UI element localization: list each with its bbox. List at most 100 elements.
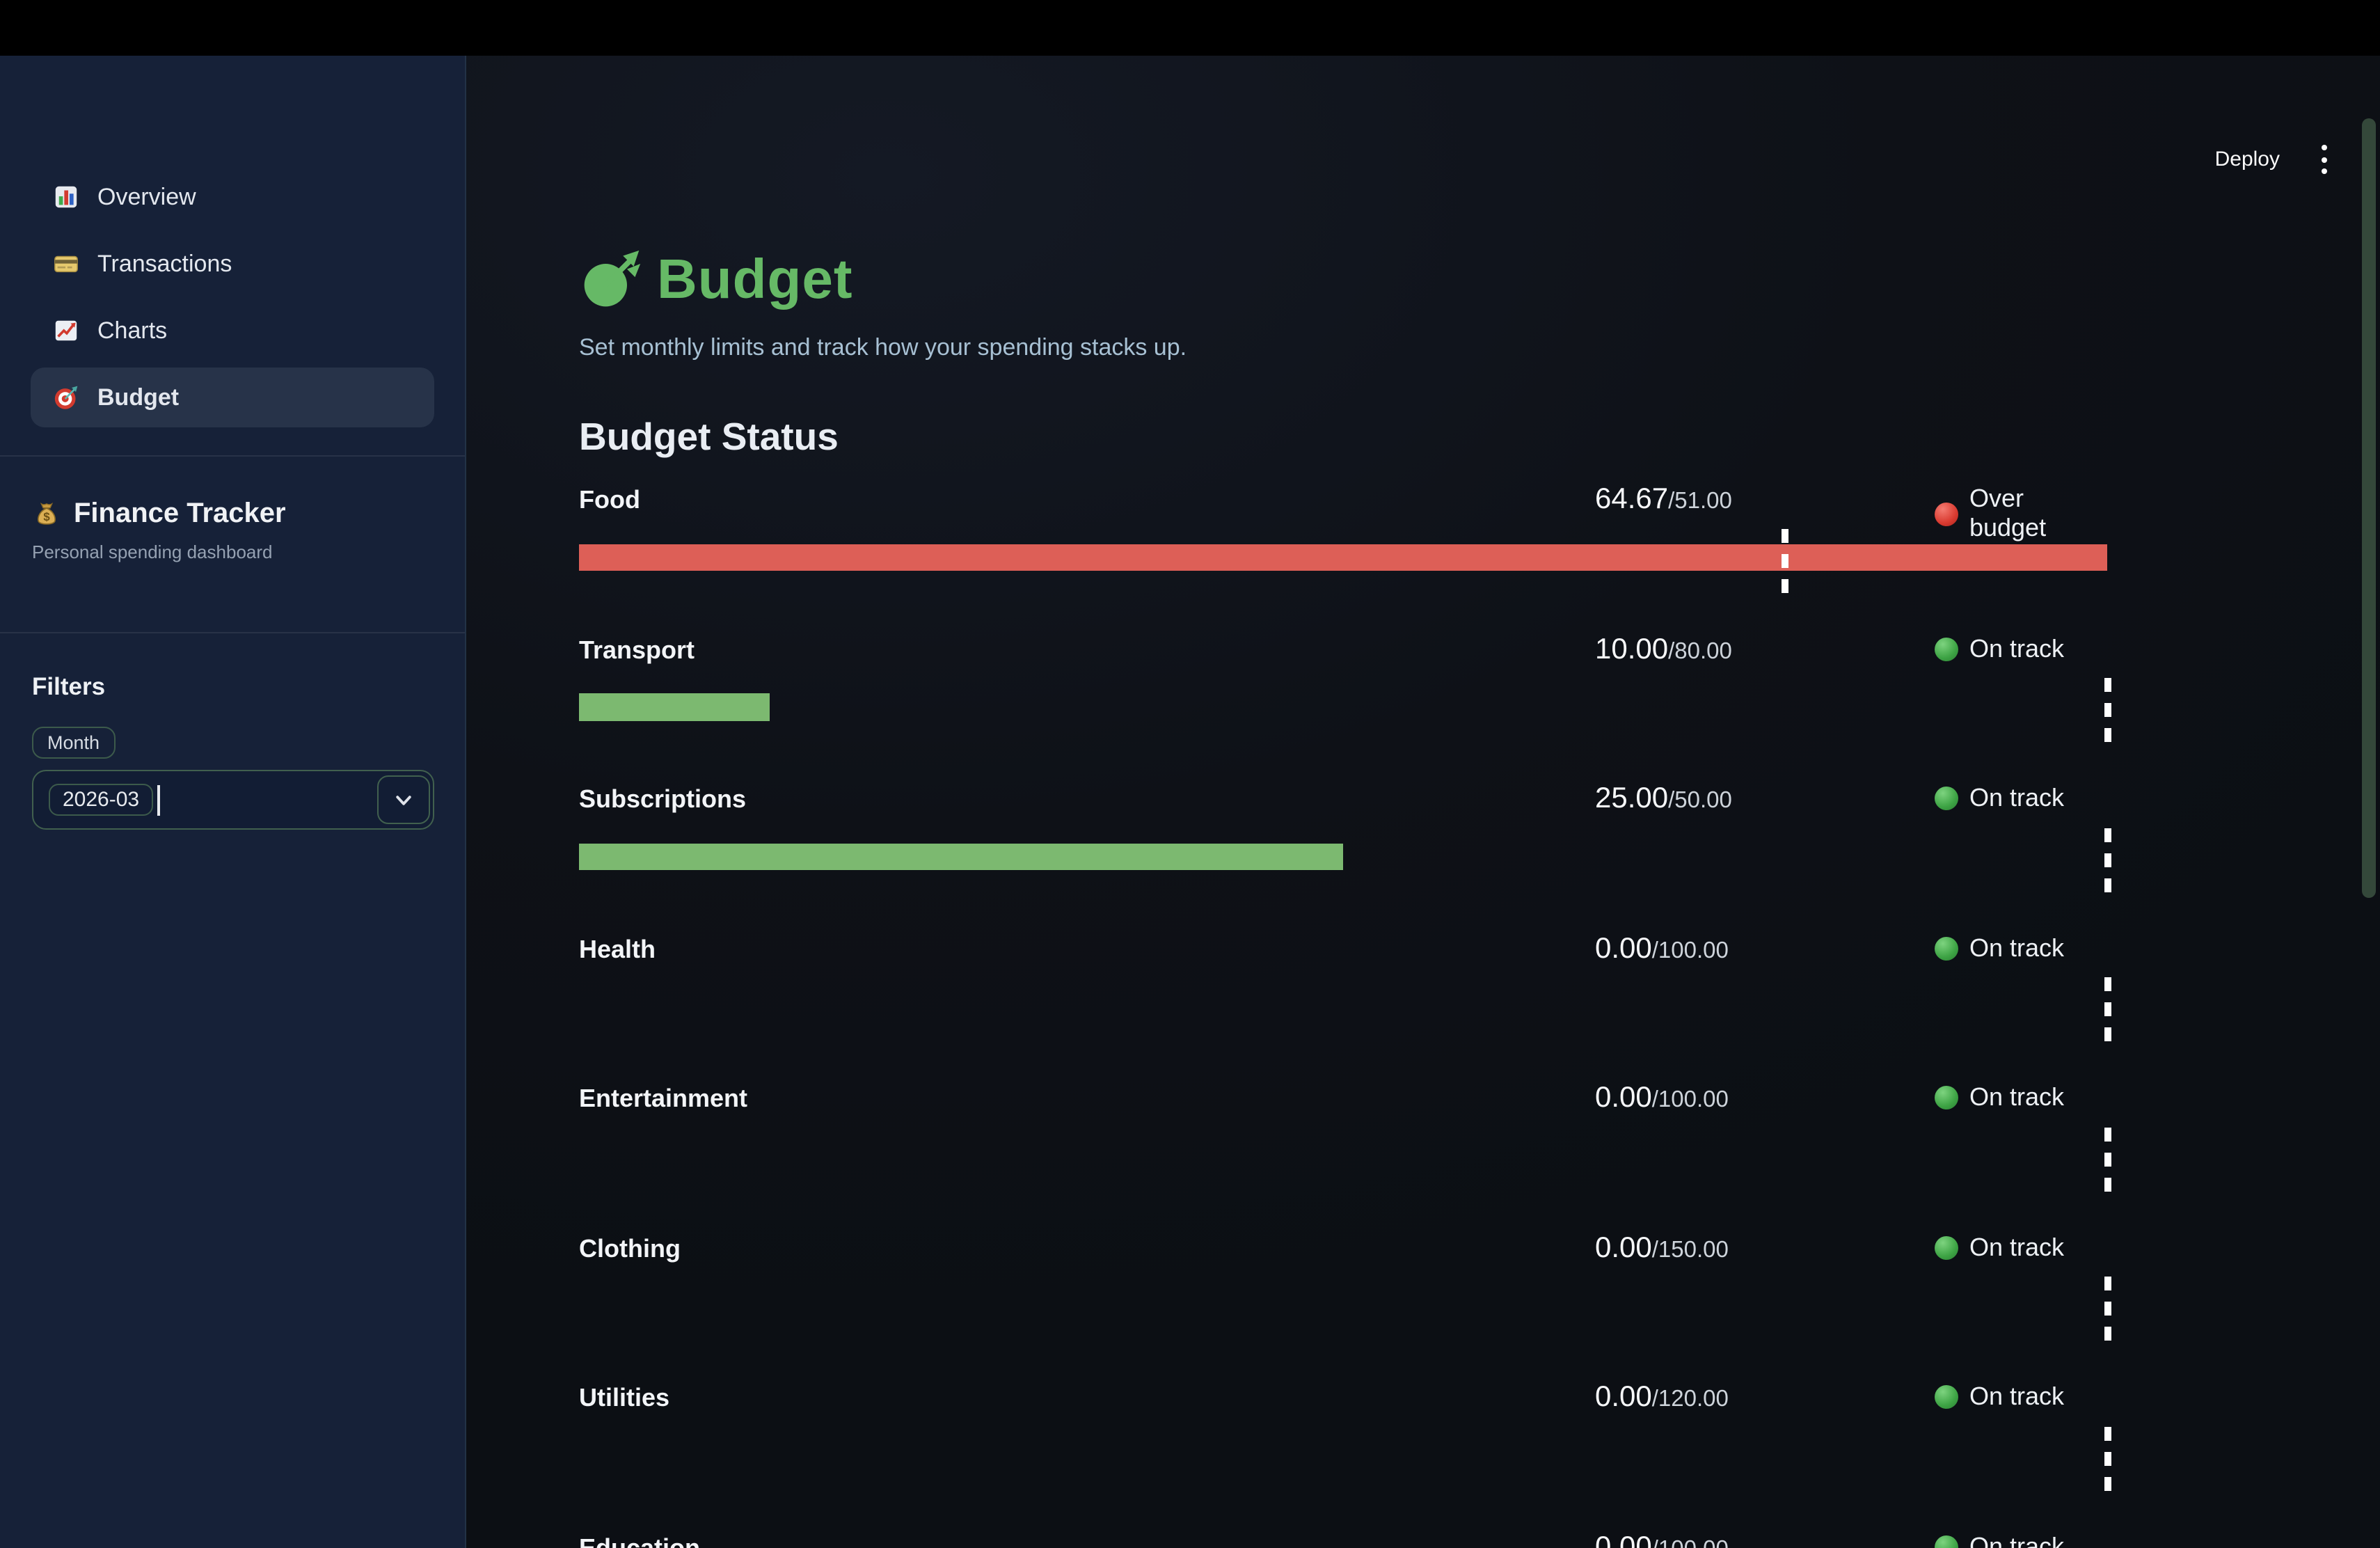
budget-progress-bar — [579, 678, 2111, 742]
status-label: On track — [1969, 1382, 2065, 1410]
budget-progress-bar — [579, 1277, 2111, 1341]
category-label: Education — [579, 1533, 701, 1548]
category-label: Health — [579, 935, 656, 963]
status-dot-icon — [1935, 787, 1958, 810]
status-badge: On track — [1935, 1532, 2064, 1548]
dart-target-icon — [53, 384, 79, 411]
page-caption: Set monthly limits and track how your sp… — [579, 334, 1187, 361]
month-select-value[interactable]: 2026-03 — [49, 784, 154, 816]
spent-vs-limit: 0.00/100.00 — [1595, 1082, 1729, 1114]
status-badge: On track — [1935, 634, 2064, 663]
sidebar-divider — [0, 455, 465, 457]
budget-row: Education 0.00/100.00 On track — [579, 1531, 2107, 1548]
budget-limit-marker — [2104, 1426, 2111, 1490]
main-area: Deploy Budget Set monthly limits and tra… — [466, 56, 2380, 1548]
budget-progress-bar — [579, 1127, 2111, 1191]
status-dot-icon — [1935, 1385, 1958, 1409]
spent-vs-limit: 0.00/150.00 — [1595, 1231, 1729, 1263]
spent-vs-limit: 0.00/120.00 — [1595, 1381, 1729, 1413]
status-dot-icon — [1935, 936, 1958, 960]
budget-progress-fill — [579, 544, 2107, 571]
budget-limit-marker — [2104, 1277, 2111, 1341]
sidebar-divider — [0, 632, 465, 633]
status-dot-icon — [1935, 1535, 1958, 1548]
budget-progress-bar — [579, 1426, 2111, 1490]
sidebar: Overview Transactions Charts Budget $ Fi… — [0, 56, 466, 1548]
app-title: Finance Tracker — [74, 498, 286, 529]
status-label: Over budget — [1969, 484, 2047, 542]
budget-progress-bar — [579, 977, 2111, 1041]
status-dot-icon — [1935, 1086, 1958, 1109]
spent-vs-limit: 0.00/100.00 — [1595, 932, 1729, 964]
spent-vs-limit: 10.00/80.00 — [1595, 633, 1732, 665]
budget-rows: Food 64.67/51.00 Over budget Transport 1… — [579, 483, 2111, 1548]
select-chevron-button[interactable] — [377, 775, 430, 824]
sidebar-item-charts[interactable]: Charts — [31, 301, 434, 361]
month-select[interactable]: 2026-03 — [32, 770, 434, 830]
category-label: Utilities — [579, 1384, 670, 1412]
sidebar-item-label: Budget — [97, 384, 180, 410]
spent-vs-limit: 0.00/100.00 — [1595, 1531, 1729, 1548]
budget-row: Clothing 0.00/150.00 On track — [579, 1231, 2111, 1381]
category-label: Subscriptions — [579, 785, 747, 813]
money-bag-icon: $ — [32, 500, 61, 529]
deploy-button[interactable]: Deploy — [2214, 148, 2280, 171]
chart-increasing-icon — [53, 317, 79, 344]
credit-card-icon — [53, 251, 79, 277]
header-actions: Deploy — [2215, 139, 2335, 180]
budget-row: Entertainment 0.00/100.00 On track — [579, 1082, 2111, 1231]
budget-limit-marker — [2104, 678, 2111, 742]
status-dot-icon — [1935, 637, 1958, 661]
svg-text:$: $ — [43, 510, 50, 523]
overflow-menu-icon[interactable] — [2313, 139, 2335, 180]
status-label: On track — [1969, 1233, 2065, 1261]
dart-target-icon — [579, 248, 643, 312]
status-badge: On track — [1935, 1233, 2064, 1262]
budget-progress-bar — [579, 828, 2111, 892]
spent-vs-limit: 25.00/50.00 — [1595, 782, 1732, 814]
status-badge: Over budget — [1935, 484, 2107, 543]
sidebar-item-label: Overview — [97, 183, 196, 210]
status-badge: On track — [1935, 1382, 2064, 1412]
status-label: On track — [1969, 784, 2065, 812]
page-title: Budget — [657, 248, 853, 310]
sidebar-item-transactions[interactable]: Transactions — [31, 234, 434, 294]
sidebar-item-budget[interactable]: Budget — [31, 368, 434, 427]
app-shell: Overview Transactions Charts Budget $ Fi… — [0, 56, 2380, 1548]
sidebar-item-label: Charts — [97, 317, 168, 343]
scrollbar-thumb[interactable] — [2362, 118, 2376, 898]
app-subtitle: Personal spending dashboard — [32, 542, 273, 562]
status-dot-icon — [1935, 502, 1958, 526]
budget-row: Transport 10.00/80.00 On track — [579, 633, 2111, 782]
status-label: On track — [1969, 1532, 2065, 1548]
budget-limit-marker — [2104, 977, 2111, 1041]
status-label: On track — [1969, 933, 2065, 961]
budget-limit-marker — [2104, 1127, 2111, 1191]
category-label: Clothing — [579, 1234, 681, 1262]
status-badge: On track — [1935, 1083, 2064, 1112]
budget-row: Health 0.00/100.00 On track — [579, 932, 2111, 1082]
page-content: Budget Set monthly limits and track how … — [579, 248, 2111, 1548]
brand-block: $ Finance Tracker Personal spending dash… — [0, 457, 465, 562]
section-heading: Budget Status — [579, 415, 839, 458]
status-label: On track — [1969, 634, 2065, 662]
budget-progress-fill — [579, 693, 770, 720]
budget-progress-bar — [579, 528, 2107, 592]
budget-row: Subscriptions 25.00/50.00 On track — [579, 782, 2111, 932]
category-label: Transport — [579, 635, 695, 663]
spent-vs-limit: 64.67/51.00 — [1595, 483, 1732, 515]
top-bar — [0, 0, 2380, 56]
status-dot-icon — [1935, 1235, 1958, 1259]
sidebar-item-label: Transactions — [97, 250, 232, 276]
budget-limit-marker — [2104, 828, 2111, 892]
budget-row: Utilities 0.00/120.00 On track — [579, 1381, 2111, 1531]
sidebar-nav: Overview Transactions Charts Budget — [0, 167, 465, 427]
filters-section: Filters Month 2026-03 — [0, 633, 465, 830]
status-label: On track — [1969, 1083, 2065, 1111]
budget-limit-marker — [1781, 528, 1788, 592]
chevron-down-icon — [392, 789, 415, 811]
sidebar-item-overview[interactable]: Overview — [31, 167, 434, 227]
budget-row: Food 64.67/51.00 Over budget — [579, 483, 2107, 633]
month-label: Month — [32, 727, 116, 759]
